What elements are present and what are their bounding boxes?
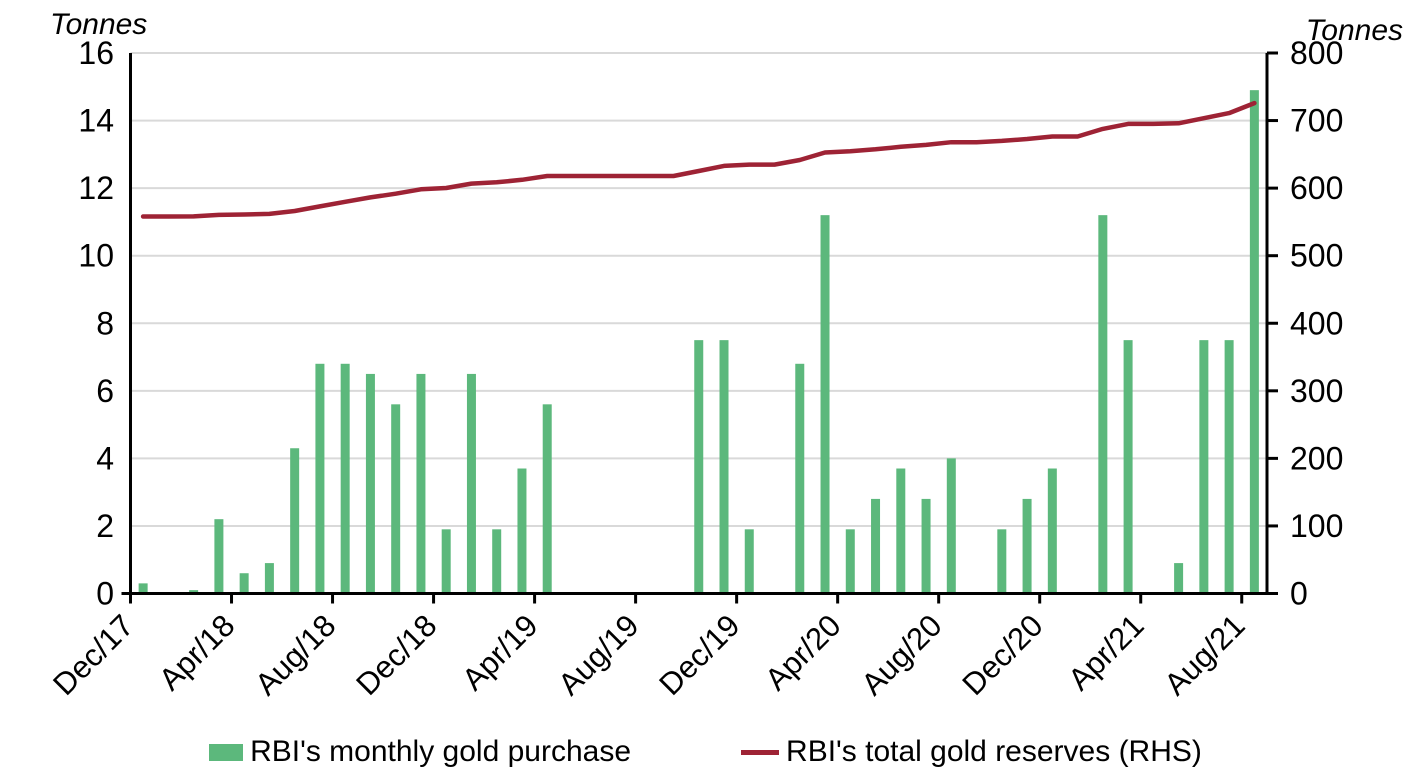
y-axis-left-tick-label: 16 (78, 35, 114, 71)
y-axis-left-tick-label: 0 (96, 576, 114, 612)
bar-Apr-18 (239, 573, 249, 594)
y-axis-right-tick-label: 200 (1290, 440, 1343, 476)
y-axis-right-tick-label: 300 (1290, 373, 1343, 409)
bar-May-20 (871, 498, 881, 594)
bar-Oct-18 (391, 404, 401, 594)
y-axis-left-tick-label: 10 (78, 238, 114, 274)
bar-Jun-21 (1199, 340, 1209, 594)
bar-Mar-20 (820, 215, 830, 594)
y-axis-right-tick-label: 500 (1290, 238, 1343, 274)
legend-bar-label: RBI's monthly gold purchase (250, 735, 632, 768)
bar-Jun-18 (290, 448, 300, 594)
x-axis-label: Dec/18 (349, 608, 443, 702)
bar-Jul-20 (921, 498, 931, 594)
bar-Aug-21 (1249, 90, 1259, 594)
reserves-line (140, 100, 1257, 219)
bar-Dec-19 (744, 529, 754, 594)
bar-May-18 (264, 563, 274, 594)
legend-item-monthly-purchase: RBI's monthly gold purchase (209, 735, 631, 769)
y-axis-right-tick-label: 600 (1290, 170, 1343, 206)
bar-Aug-18 (340, 363, 350, 594)
bar-Feb-21 (1098, 215, 1108, 594)
y-axis-left-tick-label: 6 (96, 373, 114, 409)
bar-Sep-18 (365, 373, 375, 594)
legend-item-total-reserves: RBI's total gold reserves (RHS) (741, 735, 1202, 769)
left-axis-title: Tonnes (50, 8, 147, 41)
bar-Mar-19 (517, 468, 527, 594)
x-axis-label: Apr/21 (1061, 608, 1150, 697)
bar-Jun-20 (896, 468, 906, 594)
y-axis-left-tick-label: 12 (78, 170, 114, 206)
x-axis-label: Aug/19 (551, 608, 645, 702)
bar-Dec-20 (1047, 468, 1057, 594)
x-axis-label: Aug/21 (1157, 608, 1251, 702)
bar-Oct-20 (997, 529, 1007, 594)
bar-Apr-20 (845, 529, 855, 594)
legend-line-label: RBI's total gold reserves (RHS) (786, 735, 1202, 768)
y-axis-left-tick-label: 4 (96, 440, 114, 476)
x-axis-label: Aug/20 (854, 608, 948, 702)
bar-Nov-20 (1022, 498, 1032, 594)
bar-Dec-18 (441, 529, 451, 594)
y-axis-left-tick-label: 8 (96, 305, 114, 341)
bar-May-21 (1174, 563, 1184, 594)
bar-Mar-21 (1123, 340, 1133, 594)
bar-Feb-20 (795, 363, 805, 594)
bar-Jul-18 (315, 363, 325, 594)
bar-swatch-icon (209, 743, 244, 761)
x-axis-label: Dec/17 (46, 608, 140, 702)
bar-Dec-17 (138, 583, 148, 594)
y-axis-right-tick-label: 700 (1290, 103, 1343, 139)
bar-Jan-19 (466, 373, 476, 594)
bar-Feb-19 (492, 529, 502, 594)
bar-Mar-18 (214, 519, 224, 594)
x-axis-label: Dec/20 (955, 608, 1049, 702)
line-swatch-icon (741, 749, 780, 755)
y-axis-right-tick-label: 0 (1290, 576, 1308, 612)
y-axis-right-tick-label: 100 (1290, 508, 1343, 544)
x-axis-label: Apr/19 (455, 608, 544, 697)
legend: RBI's monthly gold purchase RBI's total … (0, 733, 1411, 771)
y-axis-right-tick-label: 400 (1290, 305, 1343, 341)
y-axis-left-tick-label: 14 (78, 103, 114, 139)
y-axis-left-tick-label: 2 (96, 508, 114, 544)
x-axis-label: Aug/18 (248, 608, 342, 702)
y-axis-right-tick-label: 800 (1290, 35, 1343, 71)
x-axis-label: Apr/18 (152, 608, 241, 697)
bar-Apr-19 (542, 404, 552, 594)
x-axis-label: Apr/20 (758, 608, 847, 697)
bar-Nov-18 (416, 373, 426, 594)
bar-Nov-19 (719, 340, 729, 594)
chart-canvas: Tonnes Tonnes 0 2 4 6 8 10 12 14 16 0 100 200 300 400… (46, 8, 1403, 702)
right-axis-title: Tonnes (1306, 14, 1403, 47)
x-axis-label: Dec/19 (652, 608, 746, 702)
bar-Aug-20 (946, 458, 956, 594)
bar-Jul-21 (1224, 340, 1234, 594)
bar-Oct-19 (694, 340, 704, 594)
bar-Feb-18 (189, 590, 199, 594)
